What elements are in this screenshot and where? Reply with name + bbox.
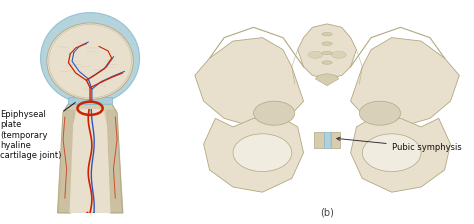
Ellipse shape <box>308 51 323 58</box>
Ellipse shape <box>322 32 332 36</box>
Circle shape <box>359 101 401 125</box>
Ellipse shape <box>233 134 292 172</box>
Polygon shape <box>298 24 356 79</box>
FancyBboxPatch shape <box>68 97 112 104</box>
Ellipse shape <box>331 51 346 58</box>
FancyBboxPatch shape <box>330 132 340 148</box>
Polygon shape <box>195 38 303 127</box>
Text: (b): (b) <box>320 208 334 218</box>
Ellipse shape <box>47 23 133 99</box>
Polygon shape <box>351 118 450 192</box>
Ellipse shape <box>40 13 140 104</box>
FancyBboxPatch shape <box>324 132 331 148</box>
Polygon shape <box>70 110 110 213</box>
Ellipse shape <box>362 134 421 172</box>
Ellipse shape <box>322 61 332 64</box>
FancyBboxPatch shape <box>314 132 324 148</box>
Polygon shape <box>315 74 339 86</box>
Text: Epiphyseal
plate
(temporary
hyaline
cartilage joint): Epiphyseal plate (temporary hyaline cart… <box>0 103 75 160</box>
Ellipse shape <box>322 51 332 55</box>
Polygon shape <box>58 104 122 213</box>
Circle shape <box>254 101 295 125</box>
Text: Pubic symphysis: Pubic symphysis <box>337 137 462 152</box>
Ellipse shape <box>322 42 332 45</box>
Polygon shape <box>204 118 303 192</box>
Polygon shape <box>351 38 459 127</box>
